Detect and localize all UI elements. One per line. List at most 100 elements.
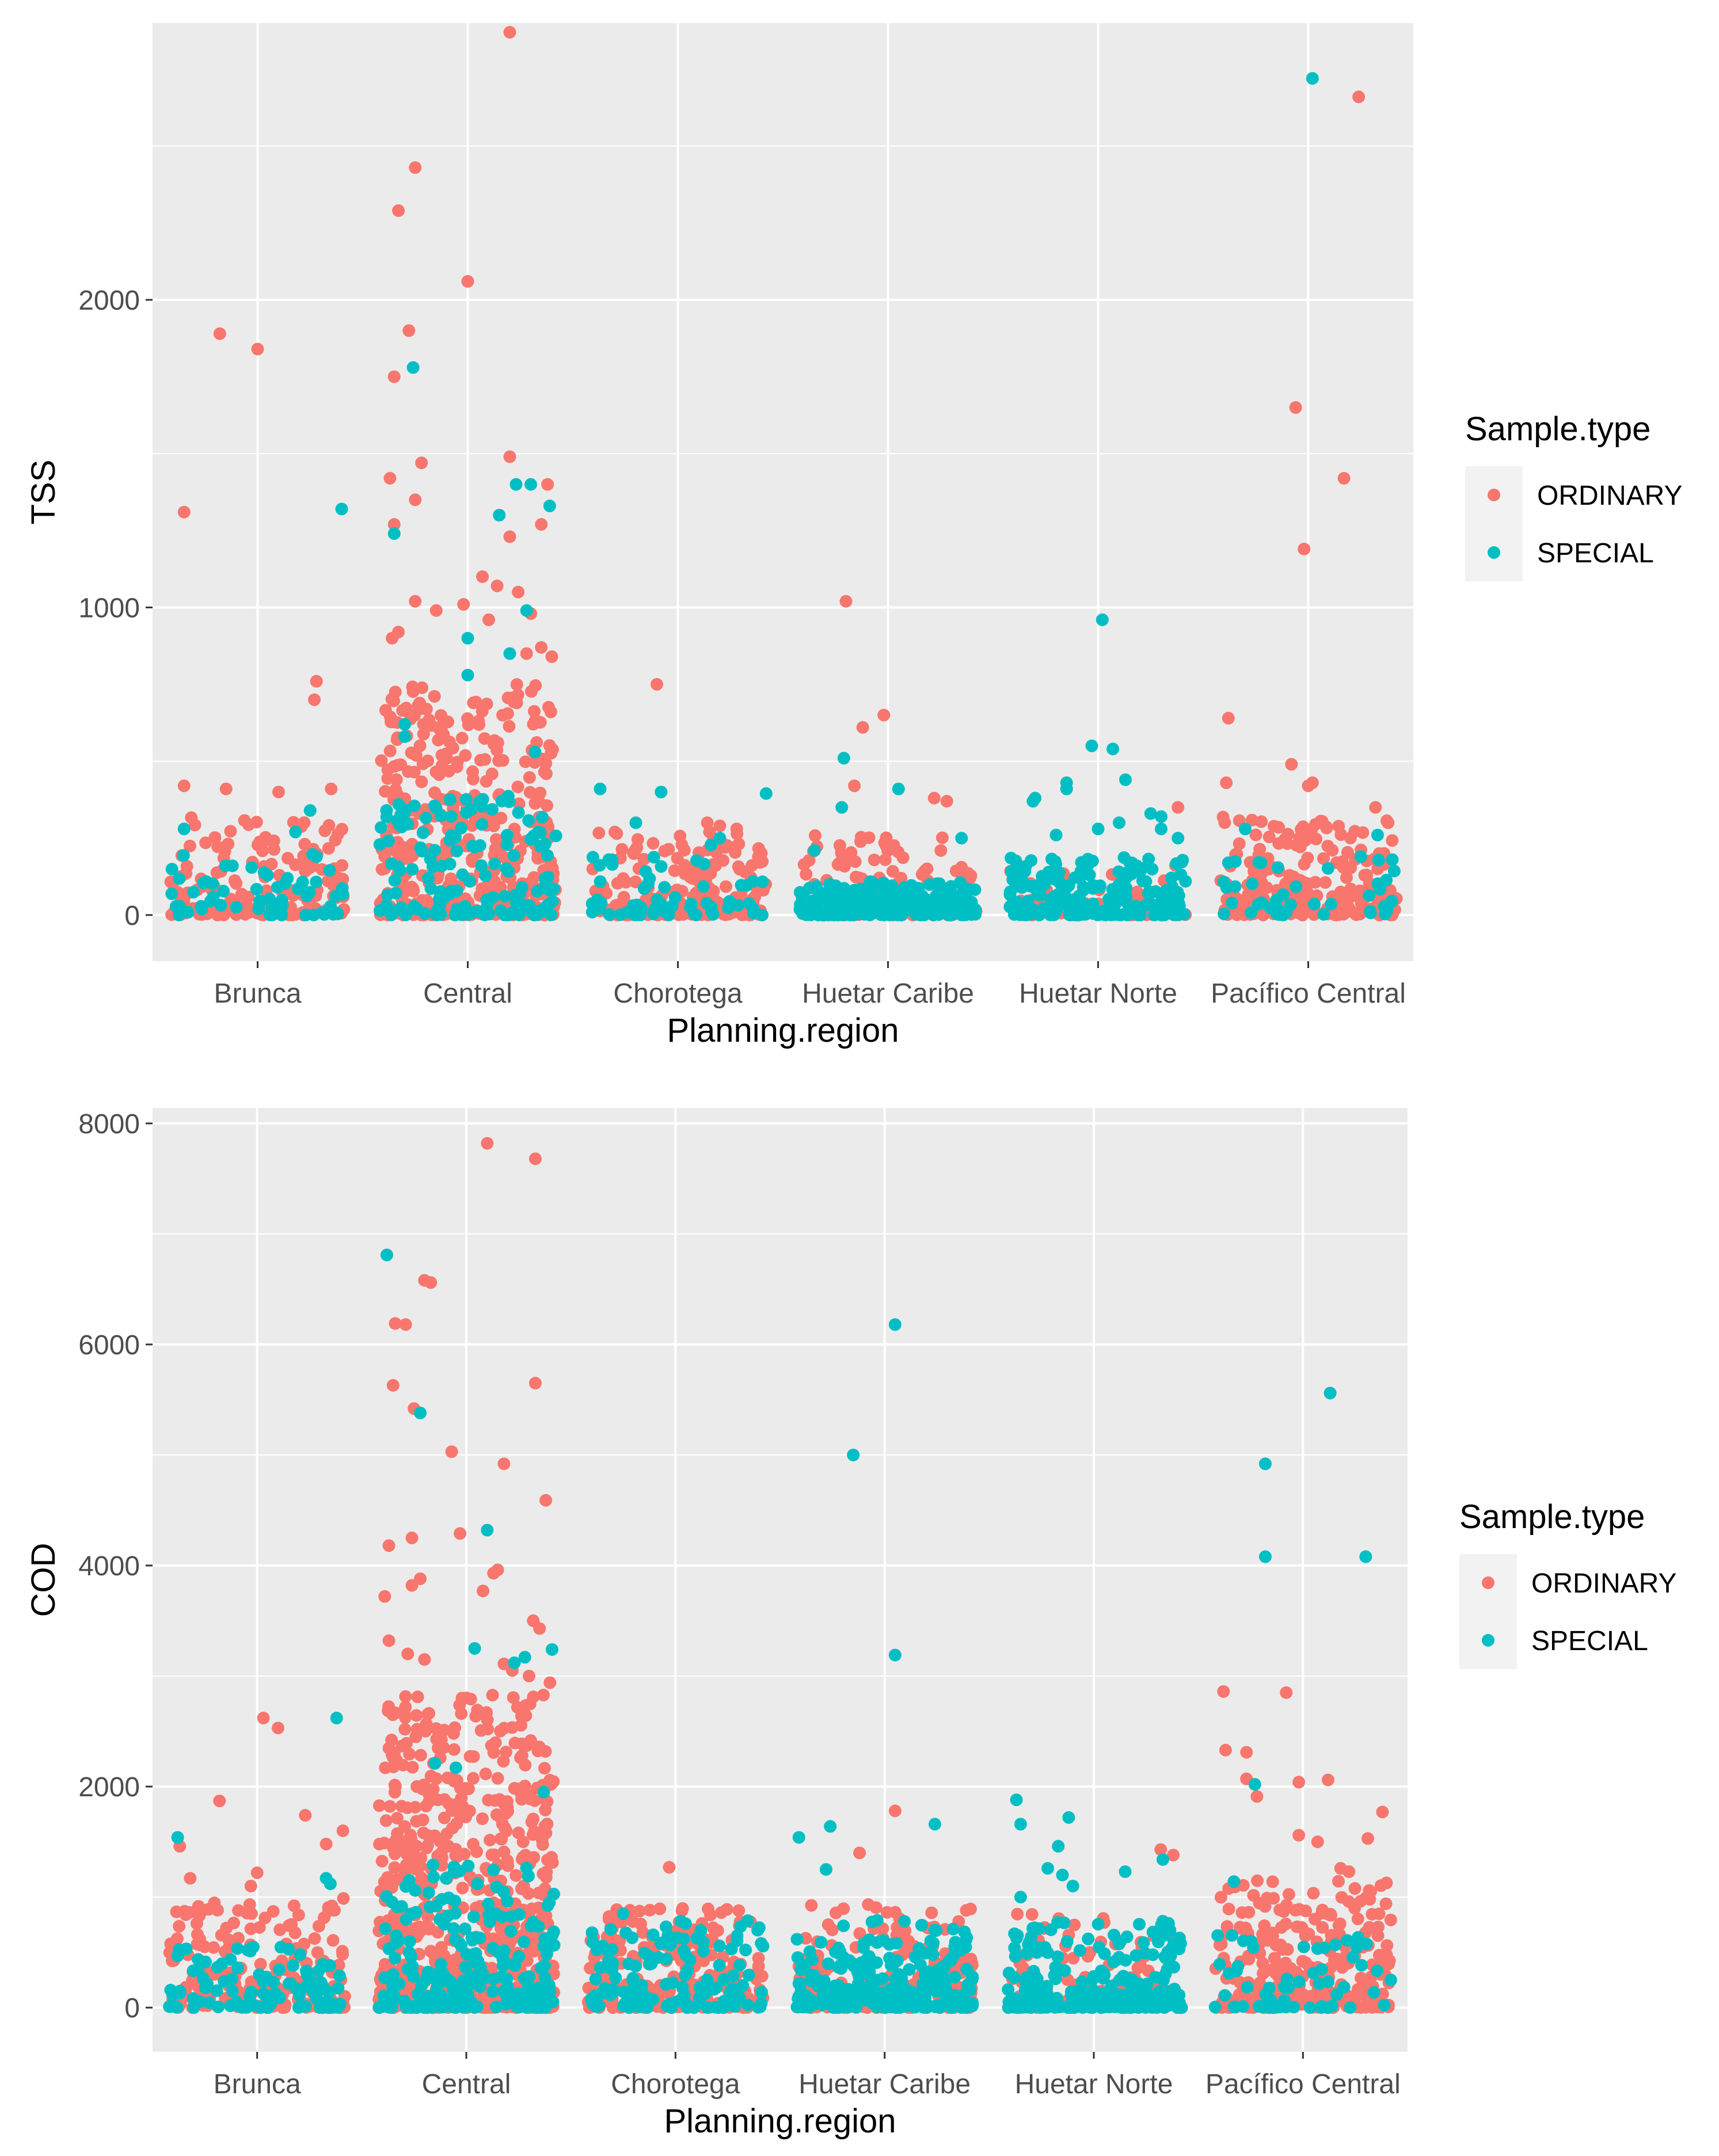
- data-point: [1233, 837, 1246, 850]
- data-point: [1386, 834, 1399, 847]
- data-point: [231, 1932, 245, 1945]
- data-point: [476, 570, 489, 583]
- data-point: [520, 1861, 533, 1875]
- data-point: [1092, 1918, 1105, 1931]
- data-point: [399, 1318, 412, 1331]
- data-point: [500, 829, 514, 842]
- data-point: [1281, 828, 1295, 841]
- data-point: [511, 1987, 524, 2000]
- data-point: [382, 834, 395, 847]
- data-point: [1308, 1913, 1321, 1926]
- data-point: [510, 678, 523, 691]
- data-point: [928, 1923, 941, 1937]
- cod-x-tick-label: Chorotega: [611, 2069, 740, 2100]
- data-point: [515, 1749, 528, 1762]
- data-point: [1259, 1987, 1272, 2001]
- data-point: [164, 2000, 177, 2013]
- data-point: [1129, 1980, 1142, 1994]
- data-point: [522, 1984, 535, 1998]
- data-point: [631, 833, 644, 846]
- data-point: [214, 898, 227, 912]
- data-point: [1039, 1941, 1052, 1954]
- data-point: [706, 908, 720, 921]
- data-point: [646, 837, 660, 850]
- data-point: [485, 803, 499, 816]
- data-point: [945, 908, 958, 921]
- data-point: [329, 889, 343, 902]
- data-point: [1086, 854, 1099, 867]
- data-point: [323, 864, 336, 877]
- data-point: [1248, 1778, 1261, 1791]
- data-point: [414, 1407, 427, 1420]
- tss-legend-title: Sample.type: [1465, 410, 1650, 448]
- data-point: [170, 1932, 184, 1945]
- data-point: [1330, 1988, 1344, 2001]
- data-point: [838, 1997, 851, 2010]
- data-point: [792, 1831, 805, 1844]
- data-point: [254, 1957, 267, 1971]
- data-point: [533, 1740, 546, 1754]
- data-point: [939, 889, 952, 902]
- data-point: [265, 908, 279, 921]
- data-point: [1371, 828, 1384, 841]
- data-point: [227, 1917, 240, 1930]
- data-point: [697, 880, 710, 893]
- data-point: [503, 450, 516, 463]
- data-point: [516, 1835, 530, 1849]
- data-point: [541, 1795, 554, 1808]
- data-point: [1297, 1940, 1310, 1953]
- data-point: [1274, 1938, 1287, 1952]
- data-point: [317, 906, 330, 919]
- data-point: [876, 1972, 889, 1985]
- data-point: [394, 901, 408, 915]
- data-point: [1341, 1934, 1354, 1947]
- data-point: [509, 1869, 523, 1882]
- data-point: [186, 1974, 199, 1987]
- data-point: [869, 1901, 883, 1914]
- data-point: [381, 763, 394, 776]
- data-point: [900, 896, 913, 909]
- cod-points: [163, 1137, 1397, 2014]
- data-point: [185, 811, 198, 824]
- data-point: [431, 1742, 444, 1755]
- data-point: [527, 1825, 541, 1838]
- data-point: [1258, 1457, 1272, 1471]
- data-point: [387, 527, 401, 540]
- data-point: [388, 874, 401, 887]
- data-point: [442, 1797, 455, 1810]
- data-point: [531, 885, 544, 898]
- data-point: [206, 877, 219, 890]
- data-point: [1028, 1921, 1041, 1934]
- data-point: [333, 1969, 346, 1982]
- data-point: [839, 595, 853, 608]
- data-point: [903, 1963, 916, 1976]
- data-point: [271, 881, 284, 894]
- data-point: [183, 839, 196, 852]
- data-point: [1361, 1832, 1374, 1845]
- data-point: [1029, 1970, 1042, 1983]
- data-point: [467, 1910, 480, 1923]
- data-point: [545, 650, 558, 663]
- data-point: [856, 721, 869, 734]
- data-point: [1002, 1966, 1016, 1979]
- data-point: [230, 901, 243, 914]
- data-point: [507, 1691, 520, 1704]
- data-point: [429, 1973, 443, 1986]
- data-point: [203, 1996, 216, 2009]
- data-point: [1253, 1976, 1267, 1990]
- data-point: [1047, 890, 1060, 904]
- data-point: [411, 1987, 424, 2001]
- data-point: [386, 631, 399, 645]
- data-point: [403, 1747, 416, 1761]
- data-point: [1014, 1891, 1027, 1904]
- data-point: [1096, 613, 1109, 626]
- data-point: [629, 816, 642, 829]
- data-point: [424, 1769, 438, 1782]
- data-point: [1363, 1921, 1376, 1934]
- data-point: [1003, 888, 1017, 901]
- data-point: [1040, 1980, 1054, 1993]
- data-point: [468, 1642, 481, 1655]
- data-point: [296, 875, 309, 889]
- data-point: [847, 1448, 860, 1461]
- data-point: [518, 1936, 531, 1949]
